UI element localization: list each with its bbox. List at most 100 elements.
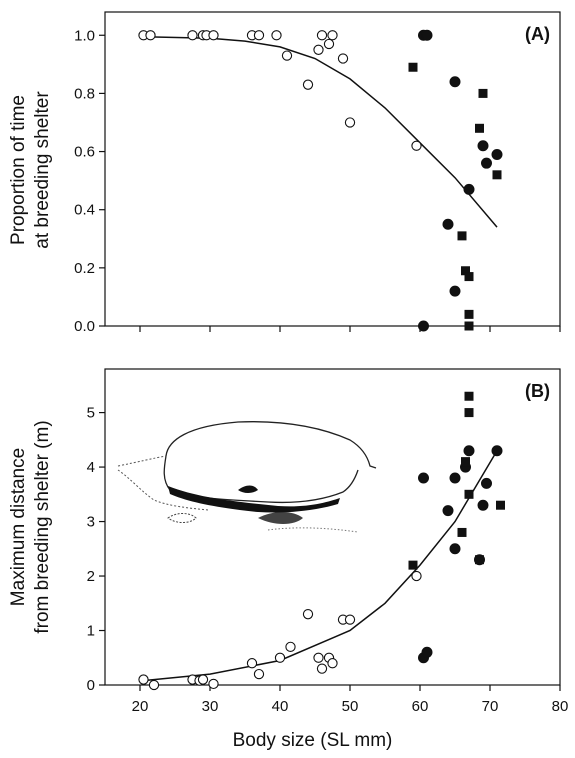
y-tick-label: 0.4 <box>74 202 95 219</box>
open-circle-point <box>316 30 328 41</box>
y-tick-label: 4 <box>87 459 95 476</box>
y-tick-label: 0.2 <box>74 260 95 277</box>
y-tick-label: 0.8 <box>74 85 95 102</box>
x-tick-label: 30 <box>202 698 219 715</box>
filled-square-point <box>457 231 467 241</box>
x-tick-label: 50 <box>342 698 359 715</box>
rock-outline <box>165 421 377 469</box>
filled-circle-point <box>477 499 489 511</box>
filled-square-point <box>475 555 484 565</box>
open-circle-point <box>285 641 296 653</box>
filled-circle-point <box>491 445 503 457</box>
filled-circle-point <box>449 285 461 297</box>
filled-square-point <box>408 560 418 570</box>
open-circle-point <box>253 30 265 41</box>
filled-circle-point <box>477 140 489 152</box>
filled-square-point <box>464 272 474 282</box>
open-circle-point <box>316 663 328 674</box>
open-circle-point <box>411 570 422 582</box>
y-tick-label: 2 <box>87 568 95 585</box>
x-tick-label: 70 <box>482 698 499 715</box>
open-circle-point <box>208 678 219 690</box>
x-tick-label: 60 <box>412 698 429 715</box>
y-tick-label: 0.0 <box>74 318 95 335</box>
filled-square-point <box>457 527 467 537</box>
fitted-curve <box>143 450 498 682</box>
fish-silhouette <box>238 485 258 493</box>
filled-square-point <box>464 489 474 499</box>
fish-silhouette <box>258 512 303 524</box>
open-circle-point <box>145 30 156 41</box>
filled-circle-point <box>481 477 492 489</box>
filled-circle-point <box>491 148 503 160</box>
y-axis-title-line: from breeding shelter (m) <box>32 420 53 633</box>
filled-square-point <box>461 266 470 276</box>
panel-a: 0.0 0.2 0.4 0.6 0.8 1.0 Proportion of time at b… <box>8 11 561 335</box>
filled-square-point <box>475 123 484 133</box>
filled-square-point <box>461 457 470 467</box>
x-axis-title: Body size (SL mm) <box>233 730 393 751</box>
open-circle-point <box>313 652 324 663</box>
y-tick-label: 1.0 <box>74 27 95 44</box>
sand-line <box>267 527 359 533</box>
y-tick-label: 3 <box>87 514 95 531</box>
filled-circle-point <box>418 472 429 484</box>
open-circle-point <box>246 658 258 669</box>
y-tick-label: 5 <box>87 405 95 422</box>
filled-circle-point <box>449 472 461 484</box>
open-circle-point <box>253 668 265 680</box>
open-circle-point <box>323 38 335 50</box>
y-axis-title-line: at breeding shelter <box>32 91 53 249</box>
filled-square-point <box>478 88 488 98</box>
filled-square-point <box>464 309 474 319</box>
filled-circle-point <box>421 646 433 658</box>
open-circle-point <box>302 79 314 90</box>
shelter-shadow <box>168 486 340 513</box>
rock-shelter-illustration <box>117 421 377 533</box>
fitted-curve <box>143 35 498 228</box>
plot-frame <box>104 368 561 686</box>
rock-base <box>163 455 359 504</box>
filled-circle-point <box>418 320 429 332</box>
open-circle-point <box>302 609 314 620</box>
open-circle-point <box>274 652 286 663</box>
pebble <box>167 513 197 523</box>
open-circle-point <box>411 140 422 151</box>
sand-line <box>117 455 209 511</box>
open-circle-point <box>187 30 198 41</box>
open-circle-point <box>344 614 356 625</box>
y-tick-label: 0 <box>87 677 95 694</box>
x-tick-label: 80 <box>552 698 569 715</box>
panel-label: (A) <box>525 24 550 44</box>
panel-b: 20 30 40 50 60 70 80 0 1 2 3 4 5 Maximum distance from… <box>8 368 569 751</box>
y-tick-label: 1 <box>87 623 95 640</box>
filled-circle-point <box>442 505 454 517</box>
open-circle-point <box>138 674 149 685</box>
panel-label: (B) <box>525 381 550 401</box>
open-circle-point <box>327 30 338 41</box>
filled-square-point <box>464 408 474 418</box>
filled-circle-point <box>421 29 433 41</box>
y-tick-label: 0.6 <box>74 144 95 161</box>
filled-circle-point <box>463 183 475 195</box>
open-circle-point <box>281 50 293 61</box>
filled-square-point <box>408 62 418 72</box>
filled-square-point <box>464 391 474 401</box>
filled-circle-point <box>481 157 492 169</box>
y-axis-title-line: Maximum distance <box>8 448 29 606</box>
open-circle-point <box>148 679 160 691</box>
open-circle-point <box>271 30 282 41</box>
filled-circle-point <box>449 543 461 555</box>
open-circle-point <box>344 117 356 128</box>
open-circle-point <box>208 30 219 41</box>
open-circle-point <box>197 674 209 685</box>
filled-circle-point <box>442 218 454 230</box>
filled-square-point <box>496 500 505 510</box>
filled-circle-point <box>449 76 461 88</box>
plot-frame <box>104 11 561 327</box>
x-tick-label: 40 <box>272 698 289 715</box>
open-circle-point <box>337 53 349 64</box>
open-circle-point <box>327 658 338 669</box>
open-circle-point <box>313 44 324 55</box>
